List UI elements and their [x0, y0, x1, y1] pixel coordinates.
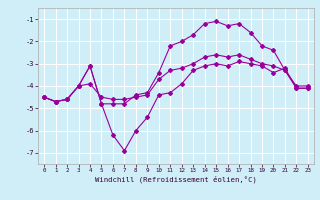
X-axis label: Windchill (Refroidissement éolien,°C): Windchill (Refroidissement éolien,°C) [95, 176, 257, 183]
